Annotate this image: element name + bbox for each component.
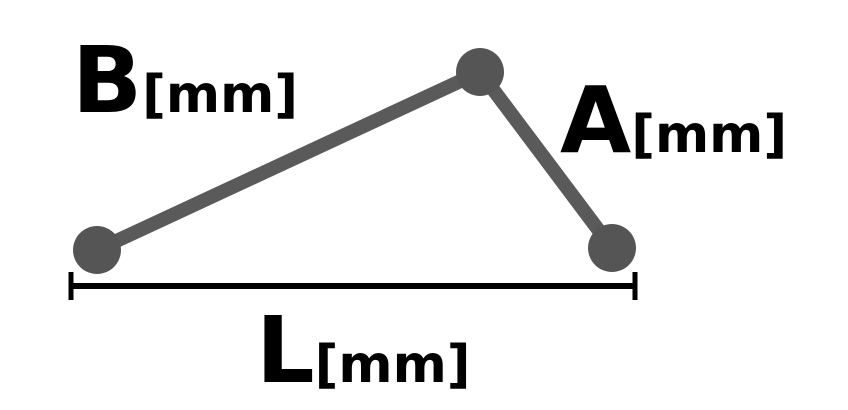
- label-a-letter: A: [560, 67, 631, 174]
- label-b-letter: B: [72, 27, 142, 134]
- joint-top: [456, 48, 504, 96]
- joint-right: [588, 224, 636, 272]
- link-a: [473, 65, 619, 255]
- label-l-unit: [mm]: [315, 335, 471, 395]
- label-a-unit: [mm]: [631, 105, 787, 165]
- joint-left: [73, 226, 121, 274]
- label-l-letter: L: [256, 297, 315, 404]
- label-b: B[mm]: [72, 27, 298, 134]
- label-b-unit: [mm]: [142, 65, 298, 125]
- label-a: A[mm]: [560, 67, 787, 174]
- dimension-line-l: [68, 272, 638, 300]
- link-b: [90, 65, 487, 257]
- label-l: L[mm]: [256, 297, 471, 404]
